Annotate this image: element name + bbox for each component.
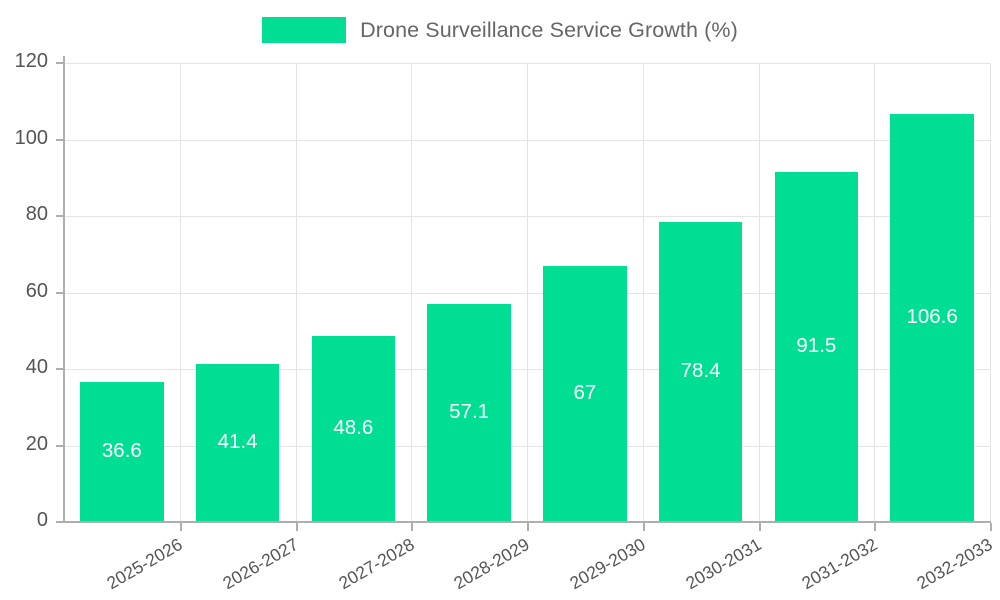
- x-axis-line: [63, 521, 991, 523]
- y-axis-tick-label: 120: [14, 50, 48, 72]
- x-axis-tick: [179, 523, 182, 531]
- y-axis-tick-label: 0: [36, 509, 48, 531]
- bar[interactable]: 78.4: [658, 222, 743, 522]
- bar-value-label: 78.4: [680, 359, 721, 383]
- gridline-vertical: [874, 63, 875, 522]
- bar[interactable]: 67: [543, 265, 627, 522]
- x-axis-tick: [758, 523, 761, 531]
- y-axis-tick-label: 80: [25, 203, 48, 225]
- y-axis-tick-label: 40: [25, 356, 48, 378]
- gridline-vertical: [643, 63, 644, 522]
- gridline-vertical: [527, 63, 528, 522]
- y-axis-tick: [56, 138, 63, 141]
- x-axis-tick: [990, 523, 992, 531]
- x-axis-tick: [874, 523, 877, 531]
- legend-swatch-series-1: [262, 17, 347, 43]
- gridline-vertical: [759, 63, 760, 522]
- gridline-vertical: [411, 63, 412, 522]
- y-axis-line: [63, 56, 65, 523]
- x-axis-tick-label: 2032-2033: [913, 534, 996, 594]
- x-axis-tick-label: 2028-2029: [450, 534, 533, 594]
- x-axis-tick-label: 2030-2031: [682, 534, 765, 594]
- y-axis-tick: [56, 62, 63, 64]
- gridline-vertical: [180, 63, 181, 522]
- x-axis-tick-label: 2025-2026: [103, 534, 186, 594]
- gridline-vertical: [990, 63, 991, 522]
- x-axis-tick: [411, 523, 414, 531]
- x-axis-tick-label: 2031-2032: [797, 534, 881, 594]
- x-axis-tick: [527, 523, 529, 531]
- bar-value-label: 91.5: [796, 334, 837, 357]
- x-axis-tick-label: 2027-2028: [334, 534, 418, 594]
- bar[interactable]: 57.1: [427, 303, 511, 522]
- x-axis-tick: [642, 523, 645, 531]
- y-axis-tick-label: 20: [25, 432, 48, 455]
- y-axis-tick-label: 60: [25, 279, 48, 302]
- bar[interactable]: 41.4: [195, 363, 280, 522]
- bar-value-label: 36.6: [101, 439, 142, 462]
- bar[interactable]: 36.6: [80, 382, 164, 522]
- plot-area: 36.6 41.4 48.6 57.1 67 78.4 91.5 106.6: [64, 63, 991, 522]
- bar[interactable]: 48.6: [311, 336, 396, 522]
- bar-value-label: 106.6: [906, 305, 958, 329]
- y-axis-tick: [56, 368, 63, 370]
- legend-label-series-1: Drone Surveillance Service Growth (%): [360, 17, 738, 42]
- y-axis-tick: [56, 521, 63, 523]
- bar-value-label: 67: [573, 380, 597, 404]
- bar[interactable]: 106.6: [890, 114, 974, 522]
- bar-value-label: 48.6: [333, 416, 374, 440]
- x-axis-tick: [295, 523, 298, 531]
- y-axis-tick: [56, 291, 63, 294]
- x-axis-tick-label: 2026-2027: [219, 534, 302, 594]
- gridline-vertical: [296, 63, 297, 522]
- y-axis-tick-label: 100: [14, 126, 48, 149]
- bar[interactable]: 91.5: [774, 172, 859, 522]
- y-axis-tick: [56, 215, 63, 217]
- bar-value-label: 41.4: [217, 429, 258, 453]
- bar-value-label: 57.1: [449, 399, 490, 423]
- chart-legend: Drone Surveillance Service Growth (%): [0, 12, 1000, 48]
- y-axis-tick: [56, 444, 63, 447]
- x-axis-tick-label: 2029-2030: [566, 534, 649, 594]
